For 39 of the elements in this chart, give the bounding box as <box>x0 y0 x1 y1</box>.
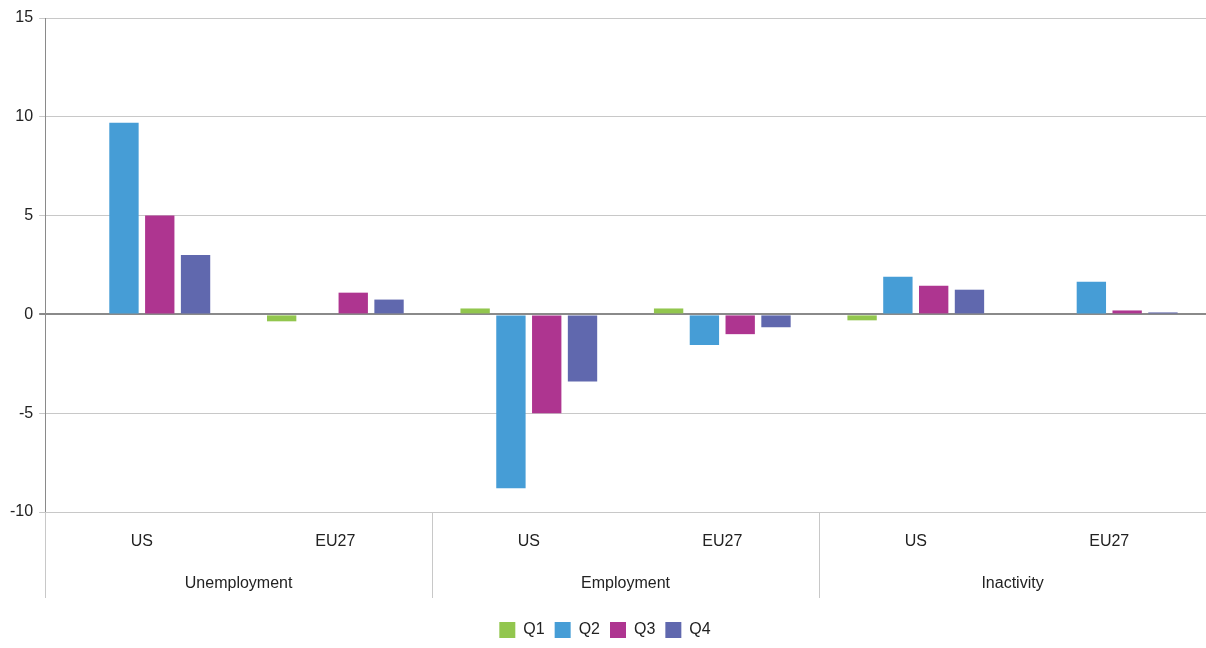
bar <box>1076 281 1107 314</box>
y-tick-label: 0 <box>24 304 34 322</box>
bar <box>109 122 139 314</box>
bar <box>145 215 175 314</box>
bar <box>460 308 490 314</box>
legend-label: Q2 <box>578 620 601 638</box>
x-tick-label: US <box>517 532 540 550</box>
bar <box>883 276 913 314</box>
text: Employment <box>581 574 671 592</box>
bar <box>1112 310 1142 314</box>
bar <box>266 315 297 322</box>
bar <box>338 292 368 314</box>
legend-label: Q1 <box>523 620 545 638</box>
bar <box>567 315 598 382</box>
bar <box>653 308 684 314</box>
text: Unemployment <box>184 574 293 592</box>
x-tick-label: EU27 <box>702 532 743 550</box>
bar <box>919 285 949 314</box>
bar <box>180 255 211 314</box>
x-tick-label: EU27 <box>315 532 356 550</box>
x-tick-label: US <box>130 532 153 550</box>
bar <box>374 299 404 314</box>
x-tick-label: US <box>904 532 927 550</box>
y-tick-label: -5 <box>18 403 34 421</box>
y-tick-label: 10 <box>15 107 34 125</box>
bar <box>954 289 985 314</box>
text: Inactivity <box>981 574 1044 592</box>
legend-label: Q3 <box>634 620 656 638</box>
bar <box>496 315 526 489</box>
y-tick-label: -10 <box>10 502 34 520</box>
bar <box>689 315 720 346</box>
bar <box>847 315 877 321</box>
y-tick-label: 5 <box>24 206 34 224</box>
x-tick-label: EU27 <box>1089 532 1130 550</box>
bar <box>725 315 755 335</box>
legend-label: Q4 <box>689 620 711 638</box>
y-tick-label: 15 <box>15 8 34 26</box>
bar <box>532 315 562 414</box>
bar <box>761 315 791 328</box>
